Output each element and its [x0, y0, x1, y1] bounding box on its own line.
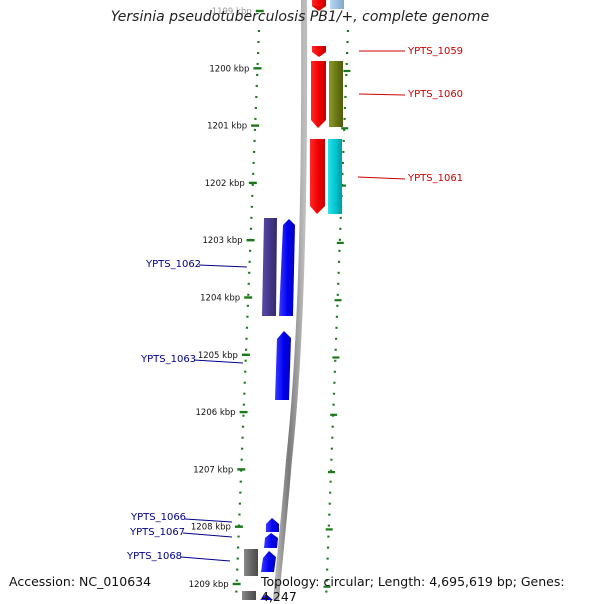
gene-arrow-partial-top-head: [312, 6, 326, 11]
gene-label-ypts-1067[interactable]: YPTS_1067: [129, 527, 185, 538]
tick-label: 1209 kbp: [189, 580, 229, 590]
tick-label: 1208 kbp: [191, 523, 231, 533]
tick-label: 1201 kbp: [207, 122, 247, 132]
gene-label-ypts-1062[interactable]: YPTS_1062: [145, 259, 201, 270]
leader-line-ypts-1066: [184, 518, 233, 523]
reverse-strand-genes: [310, 0, 344, 214]
gene-label-ypts-1068[interactable]: YPTS_1068: [126, 551, 182, 562]
ticks: 1199 kbp 1200 kbp 1201 kbp 1202 kbp 1203 kbp…: [189, 7, 351, 590]
leader-line-ypts-1062: [198, 264, 248, 268]
gene-label-ypts-1059[interactable]: YPTS_1059: [407, 46, 463, 57]
gene-arrow-partial-top[interactable]: [312, 0, 326, 6]
accession-text: Accession: NC_010634: [9, 574, 152, 589]
leader-line-ypts-1061: [357, 176, 406, 180]
gene-box-ypts-1062[interactable]: [262, 218, 277, 316]
leader-line-ypts-1067: [182, 532, 233, 538]
genome-backbone: [273, 0, 308, 600]
gene-label-ypts-1063[interactable]: YPTS_1063: [140, 354, 196, 365]
tick-label: 1202 kbp: [205, 179, 245, 189]
gene-arrow-ypts-1067[interactable]: [264, 533, 278, 548]
gene-arrow-ypts-1063[interactable]: [275, 331, 291, 400]
tick-label: 1205 kbp: [198, 351, 238, 361]
tick-label: 1203 kbp: [202, 236, 242, 246]
gene-box-partial-bottom[interactable]: [242, 591, 256, 600]
guide-line-inner: [234, 29, 261, 600]
gene-label-ypts-1066[interactable]: YPTS_1066: [130, 512, 186, 523]
tick-label: 1207 kbp: [193, 465, 233, 475]
leader-line-ypts-1063: [193, 359, 244, 364]
leader-line-ypts-1060: [358, 93, 406, 96]
gene-box-ypts-1060[interactable]: [329, 61, 343, 127]
gene-box-partial-top[interactable]: [330, 0, 344, 9]
tick-label: 1200 kbp: [209, 64, 249, 74]
gene-label-ypts-1060[interactable]: YPTS_1060: [407, 89, 463, 100]
gene-arrow-ypts-1066[interactable]: [266, 518, 279, 532]
genome-title: Yersinia pseudotuberculosis PB1/+, compl…: [110, 9, 490, 25]
gene-box-ypts-1061[interactable]: [328, 139, 342, 214]
leader-line-ypts-1068: [180, 556, 231, 562]
tick-label: 1206 kbp: [196, 408, 236, 418]
gene-label-ypts-1061[interactable]: YPTS_1061: [407, 173, 463, 184]
gene-arrow-ypts-1061[interactable]: [310, 139, 325, 214]
gene-arrow-ypts-1068[interactable]: [261, 551, 276, 572]
gene-labels: YPTS_1059 YPTS_1060 YPTS_1061 YPTS_1062 …: [126, 46, 463, 562]
forward-strand-genes: [242, 218, 295, 600]
gene-arrow-partial-bottom[interactable]: [260, 594, 273, 600]
gene-arrow-ypts-1059[interactable]: [312, 46, 326, 57]
gene-arrow-ypts-1060[interactable]: [311, 61, 326, 128]
gene-arrow-ypts-1062[interactable]: [279, 219, 295, 316]
tick-label: 1199 kbp: [212, 7, 252, 17]
tick-label: 1204 kbp: [200, 294, 240, 304]
gene-box-ypts-1068-grey[interactable]: [244, 549, 258, 576]
